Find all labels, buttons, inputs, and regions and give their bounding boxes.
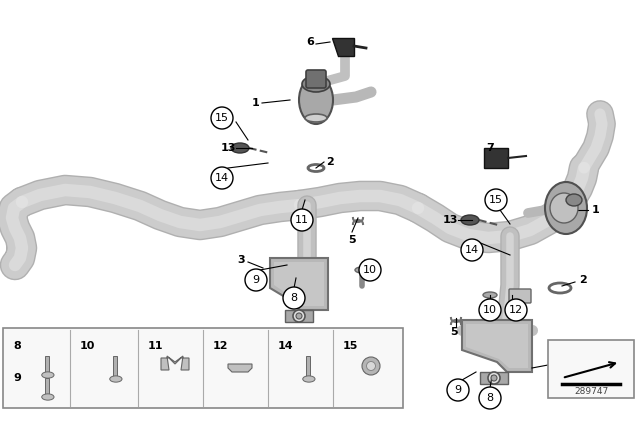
Text: 11: 11 [295, 215, 309, 225]
Ellipse shape [355, 267, 369, 273]
Text: 289747: 289747 [574, 387, 608, 396]
Circle shape [461, 239, 483, 261]
Circle shape [211, 167, 233, 189]
Circle shape [296, 313, 302, 319]
FancyBboxPatch shape [509, 289, 531, 303]
Text: 1: 1 [252, 98, 260, 108]
Ellipse shape [42, 372, 54, 378]
Text: 9: 9 [252, 275, 260, 285]
Text: 12: 12 [213, 341, 228, 351]
Ellipse shape [109, 376, 122, 382]
Text: 9: 9 [454, 385, 461, 395]
Ellipse shape [367, 362, 376, 370]
Text: 9: 9 [13, 373, 21, 383]
Text: 10: 10 [483, 305, 497, 315]
Polygon shape [466, 324, 528, 368]
Bar [307, 356, 310, 376]
Text: 1: 1 [592, 205, 600, 215]
Text: 7: 7 [486, 143, 494, 153]
Text: 15: 15 [489, 195, 503, 205]
Polygon shape [270, 258, 328, 310]
Text: 3: 3 [237, 255, 245, 265]
Polygon shape [274, 262, 324, 306]
Ellipse shape [545, 182, 587, 234]
Text: 5: 5 [348, 235, 356, 245]
Circle shape [293, 310, 305, 322]
FancyBboxPatch shape [548, 340, 634, 398]
Text: 10: 10 [363, 265, 377, 275]
Bar [45, 378, 49, 394]
Text: 5: 5 [450, 327, 458, 337]
Ellipse shape [299, 76, 333, 124]
Text: 8: 8 [486, 393, 493, 403]
Text: 10: 10 [80, 341, 95, 351]
Ellipse shape [461, 215, 479, 225]
Polygon shape [228, 364, 252, 372]
FancyBboxPatch shape [480, 372, 508, 384]
Ellipse shape [231, 143, 249, 153]
Text: 8: 8 [13, 341, 20, 351]
Circle shape [211, 107, 233, 129]
Bar [45, 356, 49, 372]
Circle shape [488, 372, 500, 384]
Circle shape [479, 299, 501, 321]
FancyBboxPatch shape [306, 70, 326, 88]
Ellipse shape [305, 114, 327, 122]
Text: 13: 13 [220, 143, 236, 153]
Text: 2: 2 [326, 157, 334, 167]
Circle shape [479, 387, 501, 409]
Text: 14: 14 [465, 245, 479, 255]
Text: 15: 15 [343, 341, 358, 351]
Circle shape [291, 209, 313, 231]
Circle shape [485, 189, 507, 211]
Text: 12: 12 [509, 305, 523, 315]
Circle shape [359, 259, 381, 281]
Text: 8: 8 [291, 293, 298, 303]
Polygon shape [332, 38, 354, 56]
Circle shape [283, 287, 305, 309]
Text: 14: 14 [215, 173, 229, 183]
Bar [113, 356, 116, 376]
Circle shape [447, 379, 469, 401]
Text: 11: 11 [148, 341, 163, 351]
Text: 6: 6 [306, 37, 314, 47]
Ellipse shape [42, 394, 54, 400]
Ellipse shape [483, 292, 497, 298]
Text: 14: 14 [278, 341, 294, 351]
Circle shape [245, 269, 267, 291]
Polygon shape [161, 356, 189, 370]
Polygon shape [484, 148, 508, 168]
FancyBboxPatch shape [3, 328, 403, 408]
Circle shape [505, 299, 527, 321]
Ellipse shape [302, 76, 330, 92]
Circle shape [491, 375, 497, 381]
Ellipse shape [303, 376, 315, 382]
Ellipse shape [550, 193, 578, 223]
Text: 4: 4 [552, 359, 560, 369]
Text: 15: 15 [215, 113, 229, 123]
Ellipse shape [362, 357, 380, 375]
Ellipse shape [566, 194, 582, 206]
Text: 13: 13 [442, 215, 458, 225]
Text: 2: 2 [579, 275, 587, 285]
FancyBboxPatch shape [285, 310, 313, 322]
Polygon shape [462, 320, 532, 372]
